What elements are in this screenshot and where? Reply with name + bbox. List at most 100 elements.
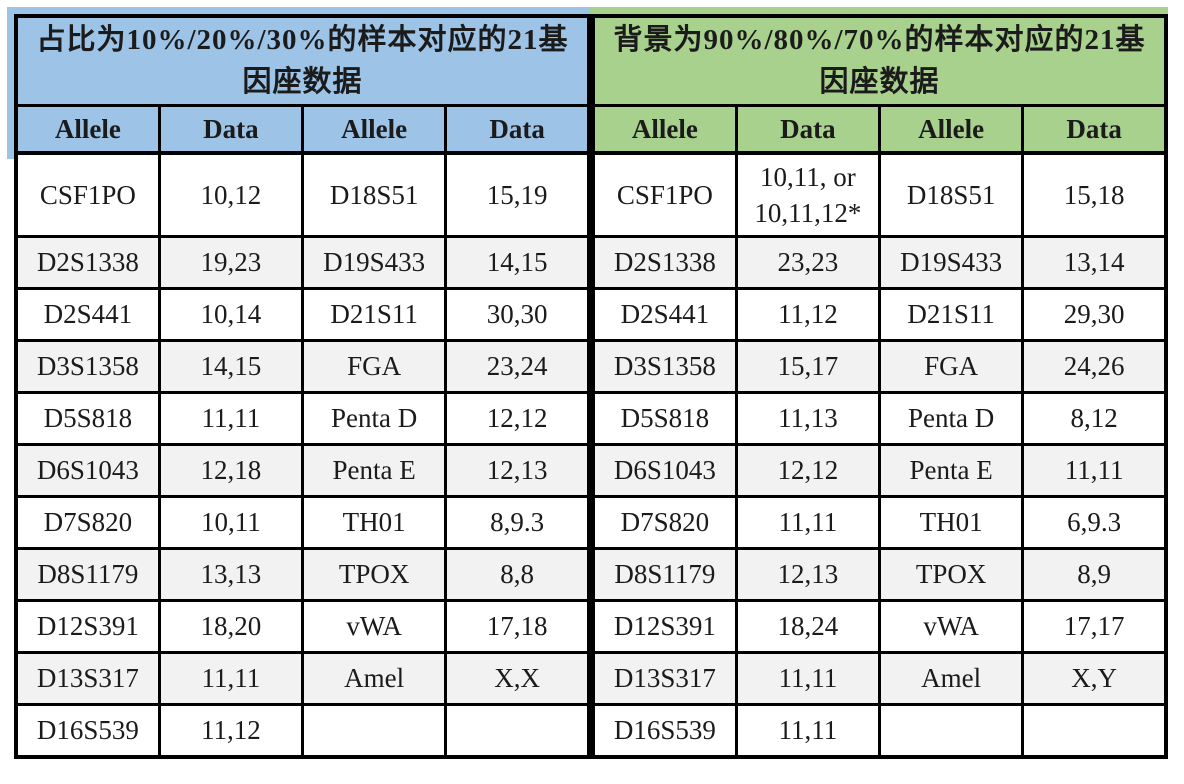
table-row: D2S441 10,14 D21S11 30,30 xyxy=(14,287,591,342)
left-table-title: 占比为10%/20%/30%的样本对应的21基因座数据 xyxy=(14,14,591,107)
allele-cell: D3S1358 xyxy=(591,339,738,394)
allele-cell: D18S51 xyxy=(300,151,448,238)
minor-contributor-table: 占比为10%/20%/30%的样本对应的21基因座数据 Allele Data … xyxy=(14,14,591,759)
table-row: D2S1338 23,23 D19S433 13,14 xyxy=(591,235,1168,290)
table-row: D7S820 11,11 TH01 6,9.3 xyxy=(591,495,1168,550)
allele-cell: FGA xyxy=(877,339,1025,394)
table-row: D16S539 11,11 xyxy=(591,703,1168,759)
data-cell: 12,13 xyxy=(444,443,591,498)
allele-cell: D6S1043 xyxy=(591,443,738,498)
table-row: D8S1179 12,13 TPOX 8,9 xyxy=(591,547,1168,602)
column-header-data: Data xyxy=(157,104,305,155)
data-cell xyxy=(444,703,591,759)
allele-cell: D6S1043 xyxy=(14,443,161,498)
allele-cell: D21S11 xyxy=(300,287,448,342)
allele-cell xyxy=(877,703,1025,759)
data-cell: X,X xyxy=(444,651,591,706)
allele-cell: D16S539 xyxy=(14,703,161,759)
data-cell: 8,12 xyxy=(1021,391,1168,446)
data-cell: 29,30 xyxy=(1021,287,1168,342)
data-cell: 11,11 xyxy=(157,651,305,706)
table-row: D7S820 10,11 TH01 8,9.3 xyxy=(14,495,591,550)
data-cell: 8,8 xyxy=(444,547,591,602)
table-row: D6S1043 12,12 Penta E 11,11 xyxy=(591,443,1168,498)
column-header-allele: Allele xyxy=(300,104,448,155)
table-title-row: 占比为10%/20%/30%的样本对应的21基因座数据 xyxy=(14,14,591,107)
data-cell: 12,12 xyxy=(734,443,882,498)
table-row: D2S441 11,12 D21S11 29,30 xyxy=(591,287,1168,342)
allele-cell: Amel xyxy=(300,651,448,706)
allele-cell: vWA xyxy=(877,599,1025,654)
data-cell: 24,26 xyxy=(1021,339,1168,394)
allele-cell: D7S820 xyxy=(591,495,738,550)
table-row: D2S1338 19,23 D19S433 14,15 xyxy=(14,235,591,290)
column-header-row: Allele Data Allele Data xyxy=(591,104,1168,155)
allele-cell: TPOX xyxy=(300,547,448,602)
data-cell: 10,12 xyxy=(157,151,305,238)
allele-cell: D3S1358 xyxy=(14,339,161,394)
allele-cell: Amel xyxy=(877,651,1025,706)
column-header-data: Data xyxy=(734,104,882,155)
allele-cell: TH01 xyxy=(877,495,1025,550)
allele-cell: D12S391 xyxy=(591,599,738,654)
data-cell: 30,30 xyxy=(444,287,591,342)
data-cell: 15,17 xyxy=(734,339,882,394)
data-cell: 23,24 xyxy=(444,339,591,394)
column-header-row: Allele Data Allele Data xyxy=(14,104,591,155)
table-row: D8S1179 13,13 TPOX 8,8 xyxy=(14,547,591,602)
data-cell: 10,11, or 10,11,12* xyxy=(734,151,882,238)
data-cell: 11,11 xyxy=(734,495,882,550)
data-cell: 15,19 xyxy=(444,151,591,238)
data-cell: 17,17 xyxy=(1021,599,1168,654)
allele-cell: Penta D xyxy=(300,391,448,446)
allele-cell: FGA xyxy=(300,339,448,394)
table-title-row: 背景为90%/80%/70%的样本对应的21基因座数据 xyxy=(591,14,1168,107)
data-cell: 10,11 xyxy=(157,495,305,550)
table-row: D3S1358 15,17 FGA 24,26 xyxy=(591,339,1168,394)
allele-cell: D19S433 xyxy=(877,235,1025,290)
data-cell: 13,13 xyxy=(157,547,305,602)
allele-cell: TPOX xyxy=(877,547,1025,602)
data-cell: 11,13 xyxy=(734,391,882,446)
table-row: D13S317 11,11 Amel X,X xyxy=(14,651,591,706)
column-header-allele: Allele xyxy=(14,104,161,155)
column-header-allele: Allele xyxy=(591,104,738,155)
data-cell: 14,15 xyxy=(157,339,305,394)
allele-cell: D19S433 xyxy=(300,235,448,290)
allele-cell: D5S818 xyxy=(14,391,161,446)
data-cell: 11,12 xyxy=(734,287,882,342)
column-header-data: Data xyxy=(1021,104,1168,155)
allele-cell: D2S441 xyxy=(591,287,738,342)
allele-cell: D21S11 xyxy=(877,287,1025,342)
allele-cell: D5S818 xyxy=(591,391,738,446)
data-cell: 8,9 xyxy=(1021,547,1168,602)
data-cell: 11,11 xyxy=(734,651,882,706)
allele-cell: D7S820 xyxy=(14,495,161,550)
allele-cell: CSF1PO xyxy=(14,151,161,238)
data-cell: 11,11 xyxy=(157,391,305,446)
table-row: D13S317 11,11 Amel X,Y xyxy=(591,651,1168,706)
data-cell: 12,12 xyxy=(444,391,591,446)
allele-cell: vWA xyxy=(300,599,448,654)
right-header-shading-artifact xyxy=(590,7,1168,15)
data-cell: 11,11 xyxy=(1021,443,1168,498)
allele-cell xyxy=(300,703,448,759)
data-cell: 11,11 xyxy=(734,703,882,759)
data-cell: 12,18 xyxy=(157,443,305,498)
data-cell: 23,23 xyxy=(734,235,882,290)
allele-cell: D2S1338 xyxy=(591,235,738,290)
column-header-allele: Allele xyxy=(877,104,1025,155)
table-row: CSF1PO 10,11, or 10,11,12* D18S51 15,18 xyxy=(591,151,1168,238)
data-cell: 13,14 xyxy=(1021,235,1168,290)
right-table-title: 背景为90%/80%/70%的样本对应的21基因座数据 xyxy=(591,14,1168,107)
allele-cell: D12S391 xyxy=(14,599,161,654)
data-cell: 12,13 xyxy=(734,547,882,602)
background-contributor-table: 背景为90%/80%/70%的样本对应的21基因座数据 Allele Data … xyxy=(591,14,1168,759)
column-header-data: Data xyxy=(444,104,591,155)
table-row: D12S391 18,20 vWA 17,18 xyxy=(14,599,591,654)
data-cell: 6,9.3 xyxy=(1021,495,1168,550)
allele-cell: D16S539 xyxy=(591,703,738,759)
allele-cell: Penta E xyxy=(300,443,448,498)
table-row: D5S818 11,13 Penta D 8,12 xyxy=(591,391,1168,446)
